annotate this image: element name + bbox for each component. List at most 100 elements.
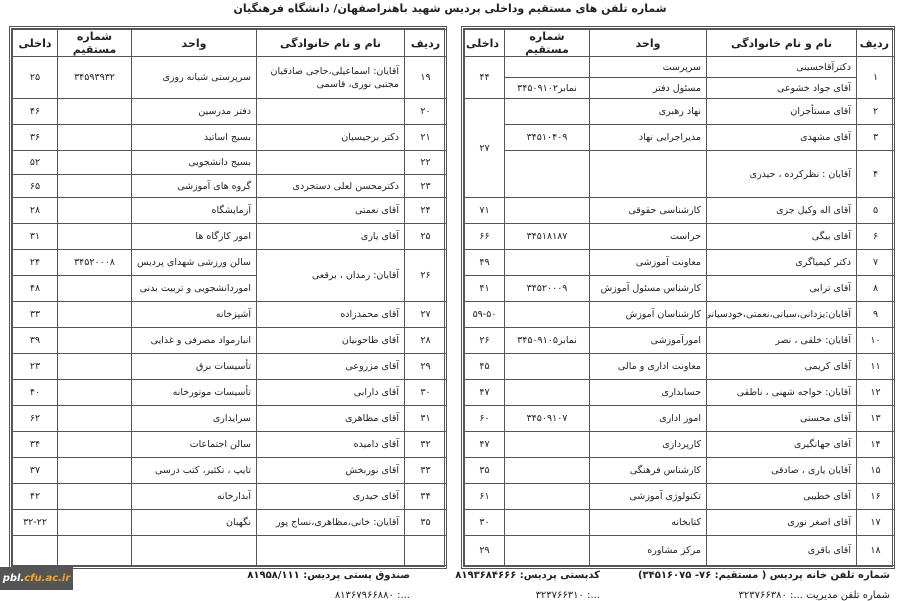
cell-no: ۲۵ [404, 223, 447, 250]
table-row: ۹ آقایان:یزدانی،سیانی،نعمتی،خودسیانی کارشن… [464, 301, 895, 328]
cell-name [256, 535, 405, 566]
cell-unit: تأسیسات برق [131, 353, 257, 380]
cell-ext: ۷۱ [464, 197, 505, 224]
cell-ext: ۲۳ [12, 353, 58, 380]
cell-name: آقای باقری [706, 535, 857, 566]
cell-direct: نمابر۳۴۵۰۹۱۰۵ [504, 327, 590, 354]
cell-ext: ۳۲-۲۲ [12, 509, 58, 536]
cell-name: آقای مظاهری [256, 405, 405, 432]
table-row: ۲ آقای مستأجران نهاد رهبری ۲۷ [464, 98, 895, 198]
table-row: ۱۸ آقای باقری مرکز مشاوره ۲۹ [464, 535, 895, 566]
cell-no: ۳ [856, 124, 895, 151]
header-name: نام و نام خانوادگی [256, 29, 405, 57]
cell-no: ۲۸ [404, 327, 447, 354]
cell-no: ۱۳ [856, 405, 895, 432]
cell-ext: ۳۰ [464, 509, 505, 536]
cell-direct [504, 483, 590, 510]
table-row: ۶ آقای بیگی حراست ۳۴۵۱۸۱۸۷ ۶۶ [464, 223, 895, 250]
cell-unit: امورآموزشی [589, 327, 707, 354]
cell-no: ۱۵ [856, 457, 895, 484]
table-row: ۸ آقای ترابی کارشناس مسئول آموزش ۳۴۵۲۰۰۰۹ ۴۱ [464, 275, 895, 302]
cell-direct [504, 379, 590, 406]
cell-no: ۳۲ [404, 431, 447, 458]
cell-no [404, 535, 447, 566]
cell-name: آقایان: اسماعیلی،حاجی صادقیان مجتبی نوری… [256, 56, 405, 99]
cell-direct [57, 509, 132, 536]
cell-name: دکتر برجیسیان [256, 124, 405, 151]
cell-no: ۱ [856, 56, 895, 99]
cell-unit: آبدارخانه [131, 483, 257, 510]
table-row: ۲۷ آقای محمدزاده آشپزخانه ۳۳ [12, 301, 447, 328]
cell-name: آقای اله وکیل جزی [706, 197, 857, 224]
cell-no: ۷ [856, 249, 895, 276]
cell-no: ۱۸ [856, 535, 895, 566]
cell-unit: انبارمواد مصرفی و غذایی [131, 327, 257, 354]
cell-name: آقای خطیبی [706, 483, 857, 510]
table-row: ۳۵ آقایان: خانی،مظاهری،نساج پور نگهبان ۳۲-۲… [12, 509, 447, 536]
logo-domain: cfu.ac.ir [24, 573, 71, 584]
cell-name: آقای طاحونیان [256, 327, 405, 354]
cell-direct [504, 249, 590, 276]
cell-unit: امور اداری [589, 405, 707, 432]
cell-direct [504, 431, 590, 458]
cell-name: آقای مشهدی [706, 124, 857, 151]
cell-name [256, 150, 405, 175]
cell-unit: بسیج اساتید [131, 124, 257, 151]
page-title: شماره تلفن های مستقیم وداخلی پردیس شهید … [233, 2, 667, 15]
cell-unit: دفتر مدرسین [131, 98, 257, 125]
table-row: ۱ دکترآقاحسینی سرپرست ۴۴ [464, 56, 895, 99]
cell-unit: مدیراجرایی نهاد [589, 124, 707, 151]
directory-table-right: ردیف نام و نام خانوادگی واحد شماره مستقیم دا… [461, 26, 895, 569]
cell-direct [57, 197, 132, 224]
cell-ext: ۲۸ [12, 197, 58, 224]
cell-no: ۲۹ [404, 353, 447, 380]
cell-no: ۶ [856, 223, 895, 250]
cell-name: آقای محسنی [706, 405, 857, 432]
cell-name: آقای مزروعی [256, 353, 405, 380]
cell-unit: معاونت آموزشی [589, 249, 707, 276]
cell-unit: کارشناس فرهنگی [589, 457, 707, 484]
cell-unit: کارشناس مسئول آموزش [589, 275, 707, 302]
table-row: ۱۳ آقای محسنی امور اداری ۳۴۵۰۹۱۰۷ ۶۰ [464, 405, 895, 432]
cell-ext: ۶۶ [464, 223, 505, 250]
cell-name: آقایان : نظرکرده ، حیدری [706, 150, 857, 198]
cell-ext: ۵۲ [12, 150, 58, 175]
cell-no: ۵ [856, 197, 895, 224]
cell-direct: ۳۴۵۰۹۱۰۷ [504, 405, 590, 432]
cell-ext: ۴۴ [464, 56, 505, 99]
header-ext: داخلی [464, 29, 505, 57]
cell-name: آقایان: خلقی ، نصر [706, 327, 857, 354]
site-logo[interactable]: pbl.cfu.ac.ir [0, 567, 73, 590]
directory-table-left: ردیف نام و نام خانوادگی واحد شماره مستقیم دا… [9, 26, 447, 569]
cell-name: آقای جواد خشوعی [706, 77, 857, 99]
cell-direct [57, 124, 132, 151]
cell-ext: ۶۱ [464, 483, 505, 510]
cell-name: آقای اصغر نوری [706, 509, 857, 536]
header-no: ردیف [404, 29, 447, 57]
cell-unit: اموردانشجویی و تربیت بدنی [131, 275, 257, 302]
cell-name: آقای کریمی [706, 353, 857, 380]
cell-ext: ۶۵ [12, 174, 58, 198]
cell-no: ۱۱ [856, 353, 895, 380]
header-direct: شماره مستقیم [504, 29, 590, 57]
cell-direct [504, 353, 590, 380]
cell-name: آقای بیگی [706, 223, 857, 250]
table-row: ۲۹ آقای مزروعی تأسیسات برق ۲۳ [12, 353, 447, 380]
cell-name: دکتر کیمیاگری [706, 249, 857, 276]
cell-no: ۱۰ [856, 327, 895, 354]
cell-name: آقایان:یزدانی،سیانی،نعمتی،خودسیانی [706, 301, 857, 328]
cell-direct [504, 56, 590, 78]
table-row: ۱۱ آقای کریمی معاونت اداری و مالی ۴۵ [464, 353, 895, 380]
cell-no: ۱۷ [856, 509, 895, 536]
cell-no: ۳۰ [404, 379, 447, 406]
table-row: اموردانشجویی و تربیت بدنی ۴۸ [12, 275, 447, 302]
cell-direct [504, 457, 590, 484]
cell-direct: ۳۴۵۲۰۰۰۹ [504, 275, 590, 302]
table-row: ۳۱ آقای مظاهری سرایداری ۶۲ [12, 405, 447, 432]
cell-unit: گروه های آموزشی [131, 174, 257, 198]
footer-line2-mid: ...: ۳۲۳۷۶۶۳۱۰ [535, 590, 600, 601]
cell-name: دکترمحسن لعلی دستجردی [256, 174, 405, 198]
cell-ext: ۲۷ [464, 98, 505, 198]
cell-ext: ۴۶ [12, 98, 58, 125]
cell-direct [504, 150, 590, 198]
